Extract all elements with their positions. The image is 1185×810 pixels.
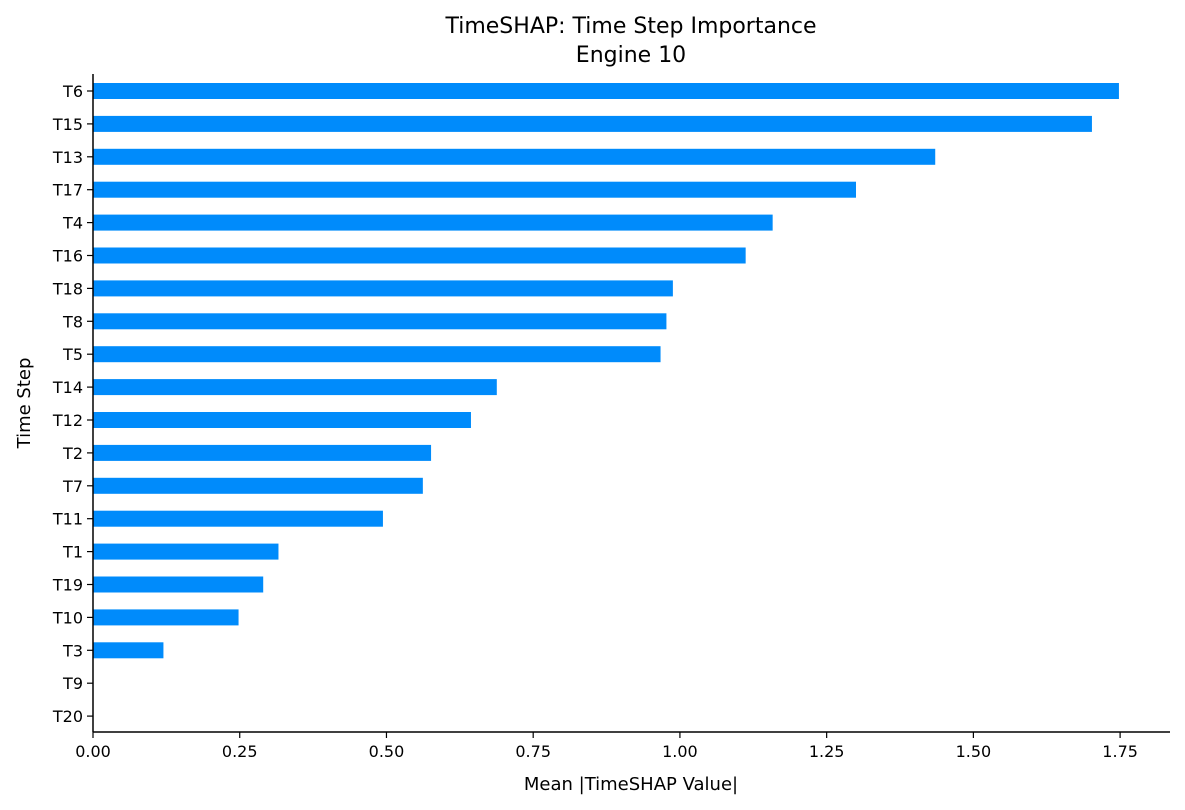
bar-t7: [93, 477, 423, 494]
y-axis-label: Time Step: [14, 358, 35, 450]
x-tick-label: 1.25: [809, 742, 845, 761]
y-tick-label: T1: [62, 543, 83, 562]
bar-t1: [93, 543, 279, 560]
y-tick-label: T4: [62, 214, 83, 233]
y-tick-label: T20: [52, 707, 83, 726]
y-tick-label: T12: [52, 411, 83, 430]
x-axis-label: Mean |TimeSHAP Value|: [524, 774, 738, 795]
y-tick-label: T8: [62, 312, 83, 331]
x-tick-label: 0.75: [515, 742, 551, 761]
y-tick-label: T3: [62, 641, 83, 660]
y-tick-label: T2: [62, 444, 83, 463]
y-tick-label: T13: [52, 148, 83, 167]
y-tick-label: T15: [52, 115, 83, 134]
bar-t4: [93, 214, 773, 231]
x-tick-label: 1.50: [956, 742, 992, 761]
bar-t6: [93, 83, 1119, 99]
bar-t8: [93, 313, 667, 330]
bar-t13: [93, 148, 936, 165]
y-tick-label: T9: [62, 674, 83, 693]
y-tick-label: T7: [62, 477, 83, 496]
bar-t11: [93, 510, 383, 527]
bar-t5: [93, 346, 661, 363]
x-tick-label: 1.75: [1102, 742, 1138, 761]
bar-t10: [93, 609, 239, 626]
x-tick-label: 0.25: [222, 742, 258, 761]
y-tick-label: T18: [52, 279, 83, 298]
bar-t12: [93, 412, 471, 428]
bar-t2: [93, 444, 432, 461]
x-tick-label: 0.00: [75, 742, 111, 761]
y-tick-label: T17: [52, 181, 83, 200]
y-tick-label: T14: [52, 378, 83, 397]
x-axis-ticks: 0.00 0.25 0.50 0.75 1.00 1.25 1.50 1.75: [75, 732, 1138, 761]
bar-t15: [93, 115, 1092, 132]
chart-title-line-2: Engine 10: [576, 43, 686, 68]
y-tick-label: T11: [52, 510, 83, 529]
chart-title-line-1: TimeSHAP: Time Step Importance: [444, 14, 816, 39]
y-tick-label: T19: [52, 576, 83, 595]
x-tick-label: 0.50: [369, 742, 405, 761]
bar-t14: [93, 379, 497, 396]
y-tick-label: T6: [62, 82, 83, 101]
bar-t17: [93, 181, 856, 198]
bar-t16: [93, 247, 746, 264]
bar-t19: [93, 576, 264, 593]
y-tick-label: T5: [62, 345, 83, 364]
y-tick-label: T16: [52, 247, 83, 266]
y-tick-label: T10: [52, 608, 83, 627]
y-axis-ticks: T6 T15 T13 T17 T4 T16 T18 T8 T5 T14 T12 T2 T7 T11 T1 T1…: [52, 82, 93, 726]
bar-t3: [93, 642, 164, 659]
bar-t18: [93, 280, 673, 297]
bars-group: [93, 83, 1119, 659]
x-tick-label: 1.00: [662, 742, 698, 761]
